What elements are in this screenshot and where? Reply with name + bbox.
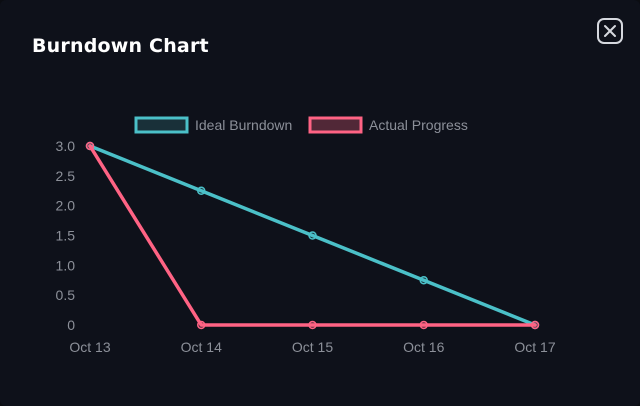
data-point-ideal[interactable] — [419, 276, 428, 285]
data-point-actual[interactable] — [197, 320, 206, 330]
legend-item-ideal[interactable]: Ideal Burndown — [134, 116, 292, 134]
data-point-ideal[interactable] — [308, 231, 317, 240]
close-icon — [604, 25, 616, 37]
legend-label: Actual Progress — [369, 117, 468, 133]
data-point-ideal[interactable] — [197, 186, 206, 195]
series-line-actual — [88, 144, 537, 327]
x-tick-label: Oct 16 — [403, 339, 444, 355]
x-axis: Oct 13 Oct 14 Oct 15 Oct 16 Oct 17 — [69, 339, 555, 355]
legend-swatch — [134, 116, 189, 134]
y-tick-label: 2.5 — [56, 168, 76, 184]
series-layer — [85, 141, 540, 330]
series-ideal — [85, 141, 540, 330]
y-tick-label: 2.0 — [56, 198, 76, 214]
chart-legend: Ideal Burndown Actual Progress — [134, 116, 468, 134]
legend-item-actual[interactable]: Actual Progress — [308, 116, 468, 134]
y-tick-label: 0 — [67, 317, 75, 333]
y-tick-label: 3.0 — [56, 138, 76, 154]
legend-label: Ideal Burndown — [195, 117, 292, 133]
modal-title: Burndown Chart — [32, 35, 209, 57]
x-tick-label: Oct 17 — [514, 339, 555, 355]
series-actual — [85, 141, 540, 330]
y-tick-label: 0.5 — [56, 287, 76, 303]
x-tick-label: Oct 15 — [292, 339, 333, 355]
data-point-actual[interactable] — [530, 320, 540, 330]
y-axis: 0 0.5 1.0 1.5 2.0 2.5 3.0 — [56, 138, 76, 333]
close-button[interactable] — [597, 18, 623, 44]
legend-swatch — [308, 116, 363, 134]
x-tick-label: Oct 14 — [181, 339, 222, 355]
data-point-actual[interactable] — [308, 320, 317, 330]
data-point-actual[interactable] — [419, 320, 428, 330]
y-tick-label: 1.0 — [56, 257, 76, 273]
x-tick-label: Oct 13 — [69, 339, 110, 355]
data-point-actual[interactable] — [85, 141, 95, 151]
y-tick-label: 1.5 — [56, 228, 76, 244]
series-line-ideal — [88, 144, 537, 327]
